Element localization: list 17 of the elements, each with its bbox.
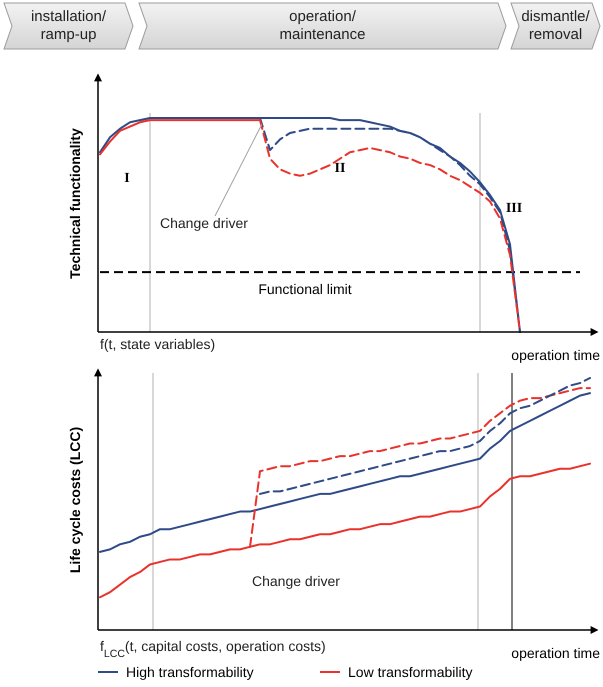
x-axis-title: operation time <box>511 347 600 363</box>
text: f(t, state variables) <box>100 336 216 352</box>
y-axis-title: Life cycle costs (LCC) <box>67 426 83 574</box>
y-axis-title: Technical functionality <box>67 128 83 279</box>
text: f$_{LCC}$(t, capital costs, operation costs) <box>100 638 326 660</box>
text: installation/ ramp-up <box>30 8 107 43</box>
ref-line-label: Functional limit <box>258 281 352 298</box>
annotation: II <box>334 161 346 176</box>
annotation: Change driver <box>252 573 340 589</box>
text: operation/ maintenance <box>280 8 366 43</box>
text: dismantle/ removal <box>521 8 591 43</box>
x-axis-title: operation time <box>511 645 600 661</box>
annotation: III <box>506 201 522 216</box>
annotation: I <box>124 171 130 186</box>
legend-label: High transformability <box>126 664 254 680</box>
legend-label: Low transformability <box>348 664 472 680</box>
annotation: Change driver <box>160 215 248 231</box>
